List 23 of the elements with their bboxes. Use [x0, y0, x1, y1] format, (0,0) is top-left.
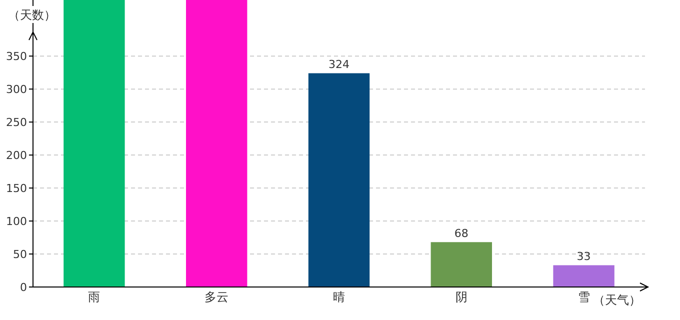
- y-tick-label: 350: [6, 50, 27, 63]
- y-tick-label: 100: [6, 214, 27, 228]
- bar: [430, 242, 492, 287]
- data-label: 68: [454, 227, 468, 240]
- bar: [308, 73, 370, 287]
- data-label: 324: [328, 58, 350, 72]
- y-tick-label: 150: [6, 182, 27, 195]
- y-tick-label: 50: [13, 248, 27, 261]
- x-axis-title: （天气）: [593, 293, 641, 307]
- bar: [64, 0, 125, 287]
- bar: [186, 0, 248, 287]
- x-tick-label: 多云: [204, 290, 229, 304]
- y-tick-label: 200: [6, 148, 27, 162]
- x-tick-label: 雨: [88, 290, 100, 304]
- x-tick-label: 阴: [455, 290, 468, 304]
- y-tick-label: 0: [20, 280, 27, 294]
- y-tick-label: 300: [6, 82, 27, 96]
- bar: [553, 265, 614, 287]
- data-label: 33: [576, 250, 591, 264]
- y-axis-title: （天数）: [8, 8, 56, 22]
- x-tick-label: 晴: [333, 290, 345, 304]
- x-tick-label: 雪: [578, 290, 590, 304]
- y-tick-label: 250: [6, 116, 27, 129]
